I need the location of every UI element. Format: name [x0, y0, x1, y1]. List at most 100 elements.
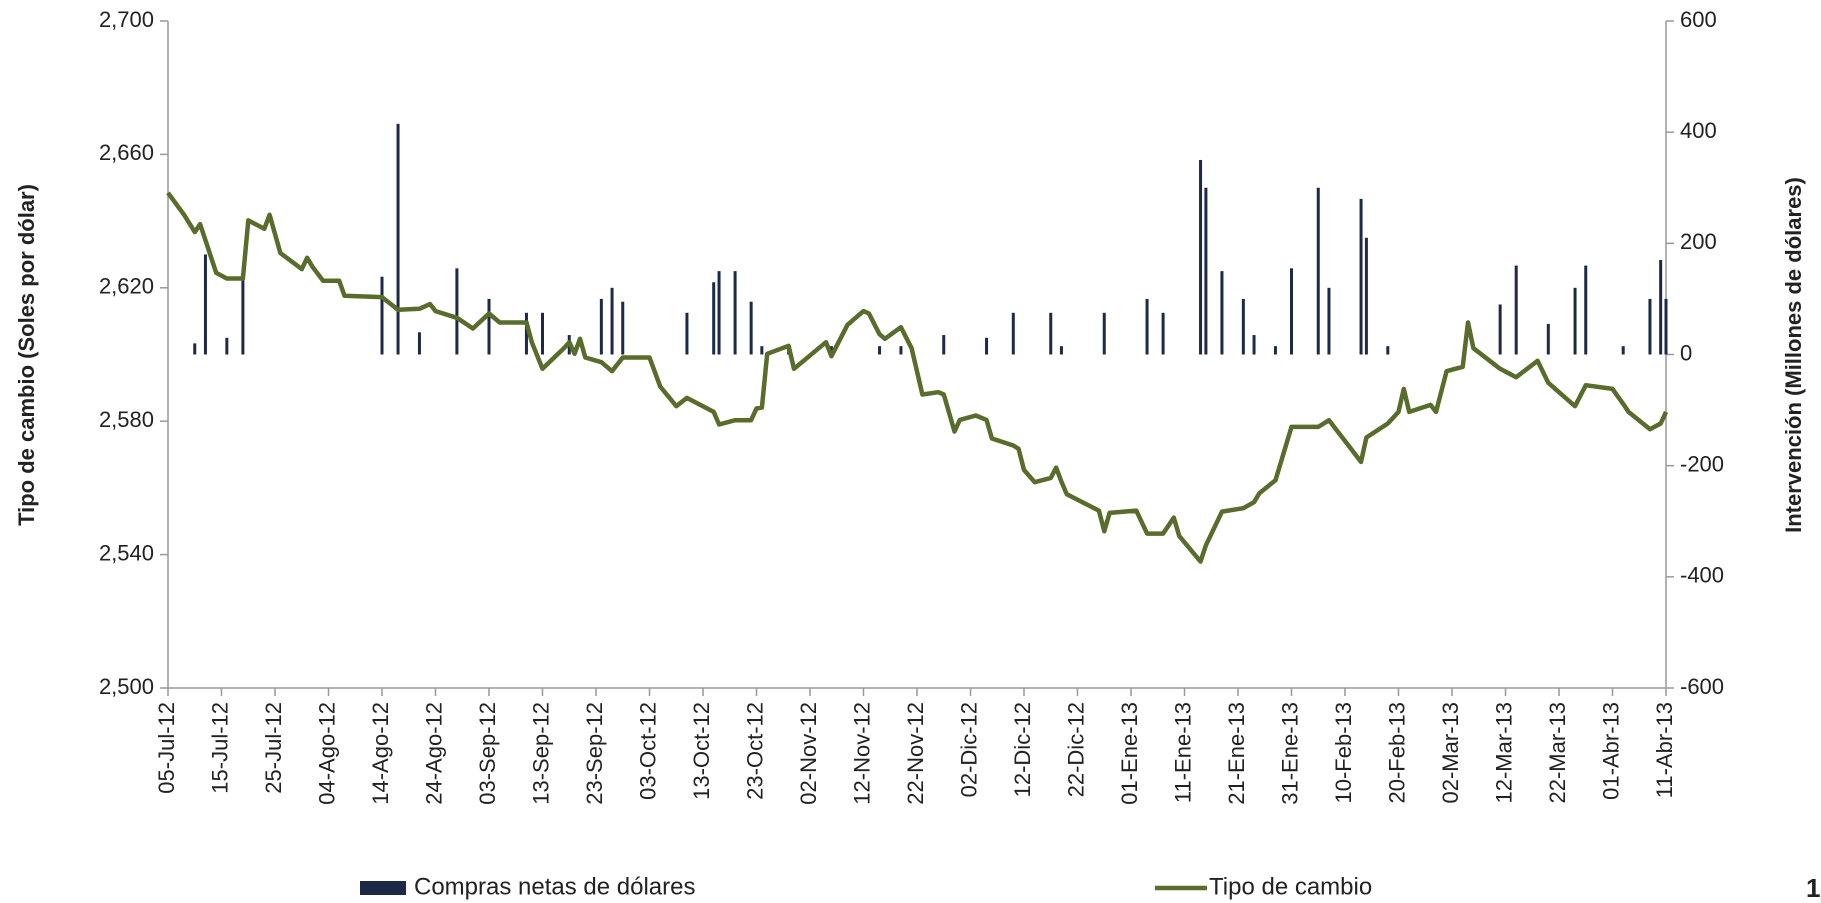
y-tick-label: 2,700 [99, 7, 154, 32]
x-tick-label: 12-Nov-12 [849, 702, 874, 805]
x-tick-label: 22-Nov-12 [903, 702, 928, 805]
y-axis-title: Tipo de cambio (Soles por dólar) [14, 184, 39, 526]
bar [878, 346, 882, 355]
bar [455, 268, 459, 355]
bar [1290, 268, 1293, 355]
x-tick-label: 03-Oct-12 [635, 702, 660, 800]
bar [1546, 323, 1550, 355]
bar [621, 301, 625, 355]
x-tick-label: 12-Mar-13 [1491, 702, 1516, 803]
x-tick-label: 22-Dic-12 [1063, 702, 1088, 797]
bar [417, 332, 421, 355]
y2-tick-label: -600 [1680, 674, 1724, 699]
y2-tick-label: 400 [1680, 118, 1717, 143]
x-tick-label: 22-Mar-13 [1545, 702, 1570, 803]
y2-axis-title: Intervención (Millones de dólares) [1781, 177, 1806, 533]
y-tick-label: 2,500 [99, 674, 154, 699]
bar [749, 301, 753, 355]
x-tick-label: 04-Ago-12 [314, 702, 339, 805]
x-tick-label: 20-Feb-13 [1384, 702, 1409, 804]
bar [1648, 298, 1652, 355]
bar [1386, 346, 1390, 355]
bar [1359, 198, 1363, 355]
x-tick-label: 13-Sep-12 [528, 702, 553, 805]
x-tick-label: 02-Mar-13 [1438, 702, 1463, 803]
bar [225, 337, 229, 355]
bar [1498, 304, 1502, 355]
x-tick-label: 14-Ago-12 [368, 702, 393, 805]
y2-tick-label: 200 [1680, 229, 1717, 254]
bar [685, 312, 689, 355]
x-tick-label: 11-Abr-13 [1652, 702, 1677, 798]
bar [1316, 187, 1320, 355]
bar [1145, 298, 1149, 355]
bar [1161, 312, 1165, 355]
x-tick-label: 13-Oct-12 [689, 702, 714, 800]
bar [1659, 260, 1663, 355]
y2-tick-label: -400 [1680, 563, 1724, 588]
x-tick-label: 31-Ene-13 [1277, 702, 1302, 805]
bar [380, 276, 384, 355]
bar [1664, 298, 1668, 355]
bar [524, 312, 528, 355]
x-tick-label: 12-Dic-12 [1010, 702, 1035, 797]
y2-tick-label: 600 [1680, 7, 1717, 32]
x-tick-label: 02-Nov-12 [796, 702, 821, 805]
bar [1327, 287, 1331, 355]
bar [1204, 187, 1208, 355]
bar [193, 343, 197, 355]
bar [541, 312, 544, 355]
bar [487, 298, 491, 355]
x-tick-label: 25-Jul-12 [261, 702, 286, 794]
x-tick-label: 10-Feb-13 [1331, 702, 1356, 804]
bar [1049, 312, 1053, 355]
bar [1059, 346, 1063, 355]
x-tick-label: 23-Oct-12 [742, 702, 767, 800]
y-tick-label: 2,620 [99, 274, 154, 299]
y2-tick-label: -200 [1680, 451, 1724, 476]
bar [241, 279, 245, 355]
bar [717, 271, 721, 355]
bar [1364, 237, 1368, 355]
bar [985, 337, 989, 355]
x-tick-label: 24-Ago-12 [421, 702, 446, 805]
bar [760, 346, 764, 355]
bar [733, 271, 737, 355]
bar [1220, 271, 1224, 355]
x-tick-label: 21-Ene-13 [1224, 702, 1249, 805]
bar [1573, 287, 1577, 355]
bar [1514, 265, 1518, 355]
legend-swatch [360, 881, 406, 895]
line [166, 191, 1669, 564]
x-tick-label: 02-Dic-12 [956, 702, 981, 797]
y-tick-label: 2,580 [99, 407, 154, 432]
x-tick-label: 01-Ene-13 [1117, 702, 1142, 805]
y-tick-label: 2,540 [99, 540, 154, 565]
bar [1102, 312, 1106, 355]
bar [599, 298, 603, 355]
legend-label: Compras netas de dólares [414, 873, 695, 900]
legend-label: Tipo de cambio [1209, 873, 1372, 900]
bar [1584, 265, 1588, 355]
bar [712, 282, 716, 355]
x-tick-label: 23-Sep-12 [582, 702, 607, 805]
x-tick-label: 03-Sep-12 [475, 702, 500, 805]
bar [1273, 346, 1277, 355]
bar [610, 287, 614, 355]
bar [899, 346, 903, 355]
bar [1241, 298, 1245, 355]
x-tick-label: 05-Jul-12 [154, 702, 179, 794]
bar [1621, 346, 1625, 355]
page-number: 1 [1806, 873, 1820, 903]
bar [1011, 312, 1015, 355]
x-tick-label: 11-Ene-13 [1170, 702, 1195, 803]
y2-tick-label: 0 [1680, 340, 1692, 365]
x-tick-label: 01-Abr-13 [1598, 702, 1623, 800]
bar [1252, 335, 1256, 355]
bar [396, 123, 400, 355]
bar [942, 335, 946, 355]
bar [1199, 159, 1203, 355]
y-tick-label: 2,660 [99, 140, 154, 165]
x-tick-label: 15-Jul-12 [207, 702, 232, 794]
